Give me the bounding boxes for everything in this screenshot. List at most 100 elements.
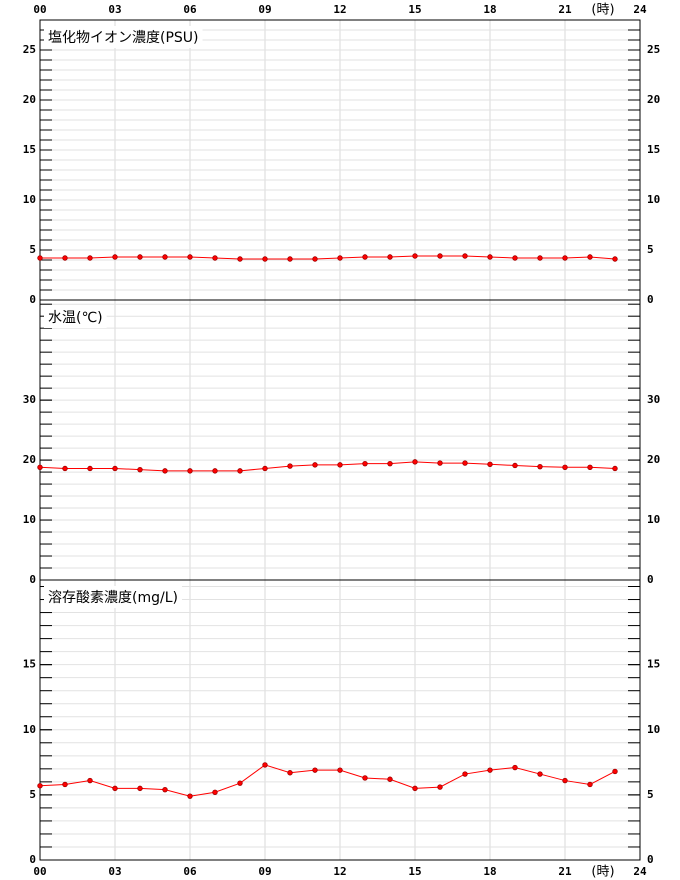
data-point (537, 255, 543, 261)
x-tick-label-bottom: 03 (108, 865, 121, 878)
x-tick-label-top: 15 (408, 3, 421, 16)
plot-frame (39, 579, 641, 861)
y-tick-label-right: 15 (647, 658, 660, 671)
data-point (312, 462, 318, 468)
data-point (587, 781, 593, 788)
x-tick-label-bottom: 12 (333, 865, 346, 878)
data-point (62, 781, 68, 788)
data-point (612, 465, 618, 472)
data-point (487, 254, 493, 260)
data-point (112, 785, 118, 792)
title-bg (44, 306, 107, 328)
y-tick-label-right: 20 (647, 453, 660, 466)
data-point (137, 254, 143, 260)
data-point (387, 776, 393, 782)
data-point (212, 468, 218, 474)
y-tick-label-left: 5 (29, 243, 36, 256)
y-tick-label-right: 10 (647, 193, 660, 206)
data-point (487, 767, 493, 773)
data-point (137, 466, 143, 473)
y-tick-label-right: 10 (647, 723, 660, 736)
data-point (537, 771, 543, 777)
data-point (112, 254, 118, 260)
y-tick-label-left: 0 (29, 293, 36, 306)
data-point (562, 255, 568, 261)
data-point (312, 767, 318, 773)
data-point (437, 253, 443, 259)
data-point (187, 254, 193, 260)
y-tick-label-right: 0 (647, 293, 654, 306)
data-point (262, 762, 268, 768)
data-line (39, 461, 616, 472)
data-point (412, 785, 418, 792)
x-tick-label-top: 18 (483, 3, 496, 16)
data-point (187, 468, 193, 474)
data-point (512, 462, 518, 469)
data-point (437, 784, 443, 790)
data-point (537, 463, 543, 470)
y-tick-label-right: 5 (647, 788, 654, 801)
x-tick-label-bottom: 15 (408, 865, 421, 878)
data-line (40, 255, 616, 260)
data-point (87, 777, 93, 784)
data-point (237, 780, 243, 786)
y-tick-label-left: 20 (23, 453, 36, 466)
data-point (287, 256, 293, 262)
data-point (262, 465, 268, 472)
data-point (362, 254, 368, 260)
data-point (37, 255, 43, 261)
x-tick-label-bottom: 00 (33, 865, 46, 878)
data-point (212, 255, 218, 261)
data-point (112, 465, 118, 472)
data-point (312, 256, 318, 262)
data-point (612, 256, 618, 262)
chart-title: 水温(℃) (48, 310, 103, 326)
x-tick-label-top: 12 (333, 3, 346, 16)
data-point (462, 771, 468, 777)
data-point (587, 464, 593, 470)
y-tick-label-right: 0 (647, 573, 654, 586)
y-tick-label-left: 0 (29, 853, 36, 866)
y-tick-label-right: 5 (647, 243, 654, 256)
data-point (362, 460, 368, 467)
x-tick-label-bottom: 09 (258, 865, 271, 878)
y-tick-label-left: 5 (29, 788, 36, 801)
x-unit-top: (時) (591, 3, 614, 18)
title-bg (44, 26, 203, 48)
data-point (562, 777, 568, 784)
data-point (387, 254, 393, 260)
data-point (487, 461, 493, 467)
x-tick-label-top: 24 (633, 3, 647, 16)
data-point (162, 786, 168, 793)
data-point (287, 463, 293, 469)
data-point (387, 460, 393, 467)
chart-title: 溶存酸素濃度(mg/L) (48, 590, 178, 606)
data-point (87, 465, 93, 472)
data-point (262, 256, 268, 262)
data-point (237, 468, 243, 474)
x-tick-label-top: 03 (108, 3, 121, 16)
y-tick-label-left: 15 (23, 658, 36, 671)
y-tick-label-right: 15 (647, 143, 660, 156)
data-point (462, 460, 468, 466)
data-point (412, 253, 418, 259)
y-tick-label-right: 25 (647, 43, 660, 56)
data-point (62, 465, 68, 472)
data-point (512, 764, 518, 771)
y-tick-label-left: 10 (23, 193, 36, 206)
y-tick-label-right: 10 (647, 513, 660, 526)
data-point (137, 785, 143, 792)
x-tick-label-bottom: 21 (558, 865, 572, 878)
data-point (362, 775, 368, 781)
y-tick-label-left: 10 (23, 723, 36, 736)
data-point (337, 767, 343, 773)
chart-title: 塩化物イオン濃度(PSU) (48, 30, 199, 46)
x-tick-label-top: 09 (258, 3, 271, 16)
data-point (237, 256, 243, 262)
y-tick-label-right: 0 (647, 853, 654, 866)
data-point (162, 468, 168, 474)
y-tick-label-right: 30 (647, 393, 660, 406)
x-tick-label-bottom: 18 (483, 865, 496, 878)
data-point (437, 460, 443, 466)
